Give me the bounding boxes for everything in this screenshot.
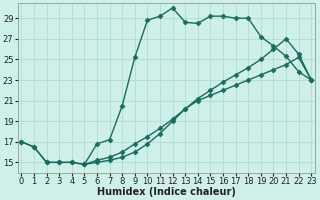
X-axis label: Humidex (Indice chaleur): Humidex (Indice chaleur)	[97, 187, 236, 197]
